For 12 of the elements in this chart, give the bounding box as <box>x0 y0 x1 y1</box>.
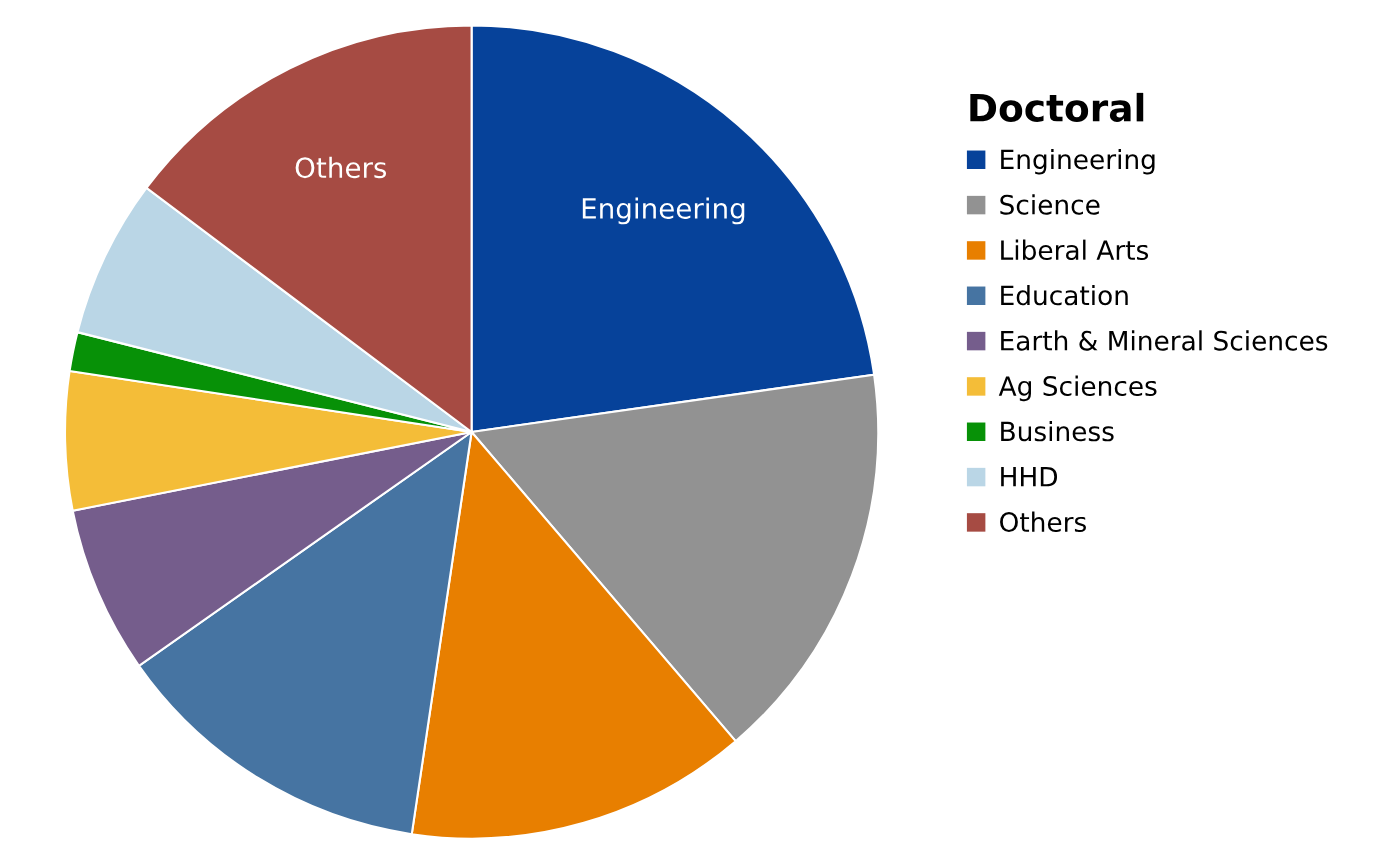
legend-label: Earth & Mineral Sciences <box>1001 330 1328 351</box>
data-label: Engineering <box>582 197 745 225</box>
legend-label: Business <box>1001 420 1114 442</box>
legend-label: Ag Sciences <box>998 375 1157 402</box>
legend-title: Doctoral <box>970 92 1144 122</box>
legend-label: Engineering <box>1001 148 1155 175</box>
legend-label: Science <box>1000 194 1100 215</box>
data-label: Others <box>295 156 387 179</box>
legend-label: Others <box>1000 511 1086 533</box>
legend-label: Liberal Arts <box>1001 239 1149 261</box>
legend-label: HHD <box>1001 467 1058 487</box>
legend-label: Education <box>1001 284 1128 306</box>
